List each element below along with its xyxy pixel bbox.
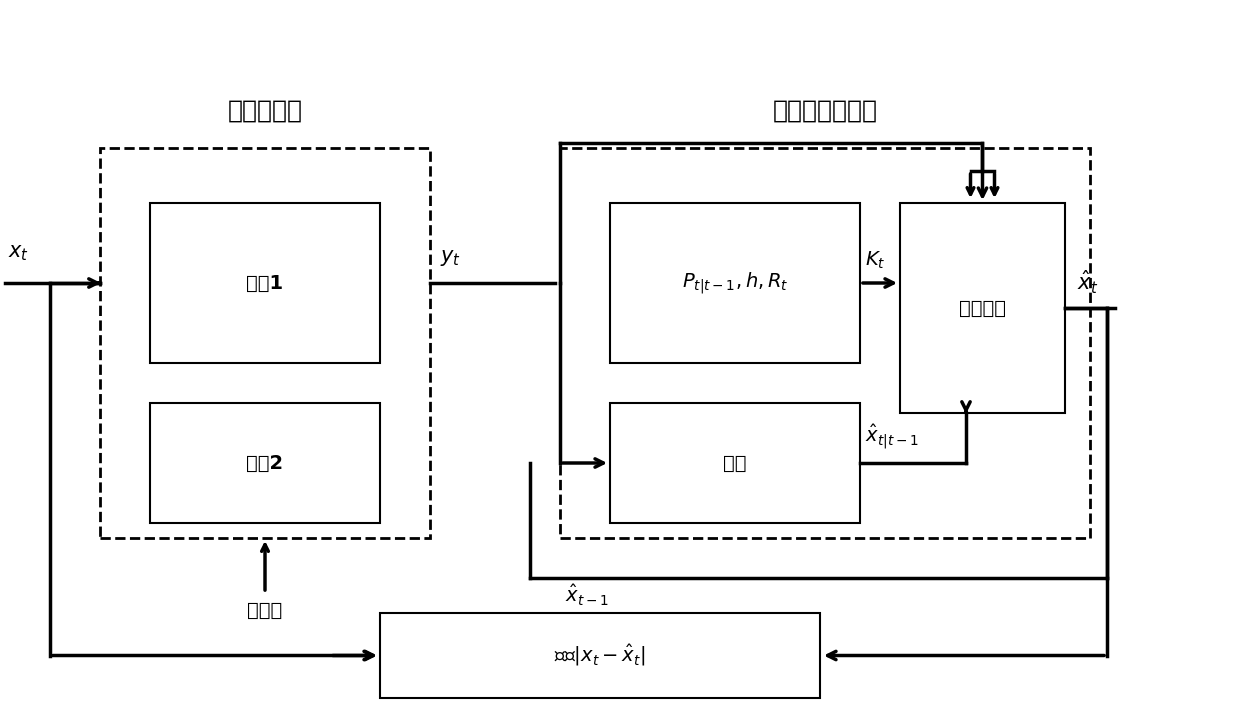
FancyBboxPatch shape [610,203,860,363]
Text: $\hat{x}_t$: $\hat{x}_t$ [1077,269,1098,296]
Text: 隐马尔可夫模型: 隐马尔可夫模型 [772,99,877,123]
FancyBboxPatch shape [610,403,860,523]
Text: $\hat{x}_{t|t-1}$: $\hat{x}_{t|t-1}$ [865,422,918,451]
Text: 标签1: 标签1 [247,274,284,292]
Text: 减小$|x_t - \hat{x}_t|$: 减小$|x_t - \hat{x}_t|$ [554,642,646,669]
FancyBboxPatch shape [900,203,1066,413]
Text: $K_t$: $K_t$ [865,250,886,271]
Text: $x_t$: $x_t$ [7,243,28,263]
Text: 阅读器: 阅读器 [248,601,282,620]
FancyBboxPatch shape [150,203,380,363]
Text: 预测: 预测 [724,453,747,473]
FancyBboxPatch shape [380,613,820,698]
Text: $P_{t|t-1},h,R_t$: $P_{t|t-1},h,R_t$ [681,270,788,296]
Text: 标签2: 标签2 [247,453,284,473]
Text: 液压传感器: 液压传感器 [228,99,302,123]
FancyBboxPatch shape [150,403,380,523]
Text: 测量更新: 测量更新 [959,299,1006,317]
Text: $y_t$: $y_t$ [440,248,461,268]
Text: $\hat{x}_{t-1}$: $\hat{x}_{t-1}$ [565,583,608,608]
